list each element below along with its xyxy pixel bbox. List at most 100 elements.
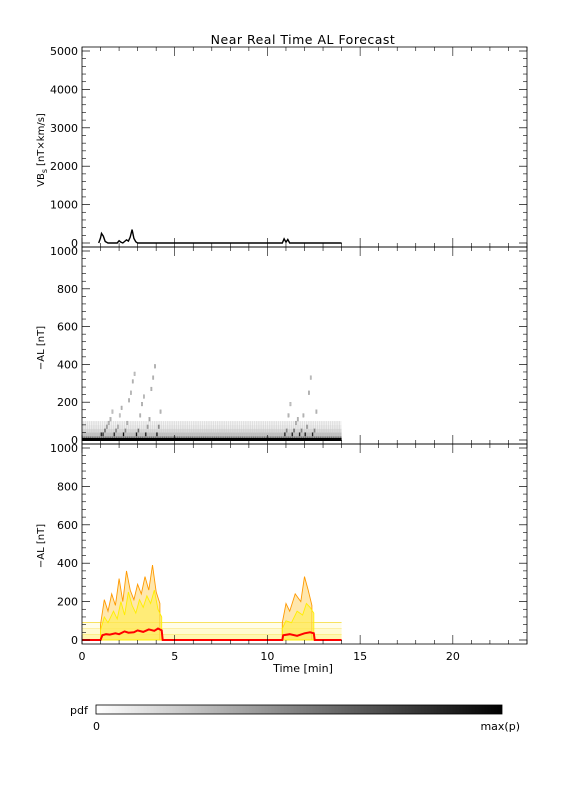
forecast-band xyxy=(82,628,342,635)
y-tick-label: 1000 xyxy=(50,199,78,212)
plot-frame xyxy=(81,46,528,248)
y-tick-label: 1000 xyxy=(50,245,78,258)
x-tick-label: 10 xyxy=(260,650,274,663)
y-tick-label: 200 xyxy=(57,596,78,609)
vbs-ylabel-sub: s xyxy=(40,169,49,173)
pdf-cell xyxy=(130,390,132,395)
y-tick-label: 4000 xyxy=(50,83,78,96)
pdf-cell xyxy=(104,428,106,433)
pdf-cell xyxy=(124,428,127,433)
y-tick-label: 0 xyxy=(71,634,78,647)
vbs-ylabel-unit: [nT×km/s] xyxy=(36,113,47,166)
pdf-cell xyxy=(156,432,158,437)
pdf-cell xyxy=(131,379,134,384)
pdf-cell xyxy=(291,432,294,437)
y-tick-label: 800 xyxy=(57,480,78,493)
pdf-cell xyxy=(109,417,112,422)
y-tick-label: 0 xyxy=(71,237,78,250)
pdf-cell xyxy=(154,364,156,369)
pdf-cell xyxy=(289,402,292,407)
pdf-cell xyxy=(159,409,162,414)
pdf-cell xyxy=(311,432,314,437)
al-pdf-panel: 0 200 400 600 800 1000 xyxy=(50,245,528,447)
pdf-cell xyxy=(302,413,305,418)
y-tick-label: 5000 xyxy=(50,45,78,58)
pdf-cell xyxy=(118,413,121,418)
pdf-cell xyxy=(128,398,130,403)
pdf-cell xyxy=(296,417,299,422)
y-tick-label: 3000 xyxy=(50,122,78,135)
forecast-band xyxy=(82,634,342,640)
pdf-cell xyxy=(122,432,125,437)
vbs-series-line xyxy=(98,229,342,244)
al-forecast-ylabel: −AL [nT] xyxy=(36,524,47,568)
vbs-panel: 0 1000 2000 3000 4000 5000 xyxy=(50,45,528,250)
x-tick-label: 15 xyxy=(353,650,367,663)
median-series-line xyxy=(82,627,342,641)
pdf-cell xyxy=(126,420,129,426)
x-tick-label: 20 xyxy=(446,650,460,663)
colorbar xyxy=(95,704,503,715)
pdf-cell xyxy=(309,375,312,380)
pdf-cell xyxy=(120,405,123,410)
pdf-cell xyxy=(285,428,288,433)
y-tick-label: 800 xyxy=(57,283,78,296)
pdf-zero-bin xyxy=(82,438,342,441)
pdf-cell xyxy=(113,432,116,437)
pdf-cell xyxy=(137,428,140,433)
plot-frame xyxy=(81,246,528,445)
vbs-ylabel-main: VB xyxy=(36,173,47,187)
pdf-cell xyxy=(300,428,303,433)
colorbar-label: pdf xyxy=(70,704,89,717)
pdf-cell xyxy=(144,432,147,437)
pdf-cell xyxy=(115,428,117,433)
y-tick-label: 0 xyxy=(71,434,78,447)
pdf-cell xyxy=(102,432,105,437)
pdf-cell xyxy=(100,432,103,437)
pdf-cell xyxy=(298,432,301,437)
pdf-cell xyxy=(111,409,114,414)
x-tick-label: 5 xyxy=(171,650,178,663)
y-tick-label: 2000 xyxy=(50,160,78,173)
x-tick-label: 0 xyxy=(79,650,86,663)
pdf-cell xyxy=(107,420,110,426)
pdf-cell xyxy=(141,402,143,407)
pdf-cell xyxy=(306,424,308,429)
pdf-cell xyxy=(313,428,316,433)
pdf-cell xyxy=(315,409,318,414)
pdf-cell xyxy=(283,432,286,437)
pdf-cell xyxy=(150,386,153,392)
x-axis-label: Time [min] xyxy=(272,662,333,675)
y-tick-label: 600 xyxy=(57,519,78,532)
y-tick-label: 400 xyxy=(57,358,78,371)
pdf-cell xyxy=(308,390,310,395)
pdf-cell xyxy=(105,424,108,429)
pdf-cell xyxy=(135,432,138,437)
al-pdf-ylabel: −AL [nT] xyxy=(36,326,47,370)
pdf-cell xyxy=(148,417,151,422)
forecast-band xyxy=(82,622,342,629)
inner-envelope xyxy=(281,602,315,641)
pdf-cell xyxy=(139,413,142,418)
y-tick-label: 1000 xyxy=(50,442,78,455)
colorbar-min-label: 0 xyxy=(93,720,100,733)
vbs-ylabel: VBs [nT×km/s] xyxy=(36,113,49,187)
pdf-cell xyxy=(117,424,119,429)
pdf-cell xyxy=(133,371,136,376)
pdf-cell xyxy=(152,375,155,380)
pdf-cell xyxy=(293,428,295,433)
colorbar-max-label: max(p) xyxy=(480,720,520,733)
y-tick-label: 200 xyxy=(57,396,78,409)
pdf-cell xyxy=(143,394,145,399)
pdf-cell xyxy=(295,420,297,426)
pdf-cell xyxy=(304,432,307,437)
pdf-cell xyxy=(157,424,160,429)
y-tick-label: 400 xyxy=(57,557,78,570)
inner-envelope xyxy=(100,589,163,641)
chart-title: Near Real Time AL Forecast xyxy=(211,32,396,47)
pdf-cell xyxy=(287,413,290,418)
y-tick-label: 600 xyxy=(57,321,78,334)
al-forecast-panel: 0 200 400 600 800 1000 0 5 10 15 20 xyxy=(50,442,528,663)
pdf-cell xyxy=(146,424,149,429)
